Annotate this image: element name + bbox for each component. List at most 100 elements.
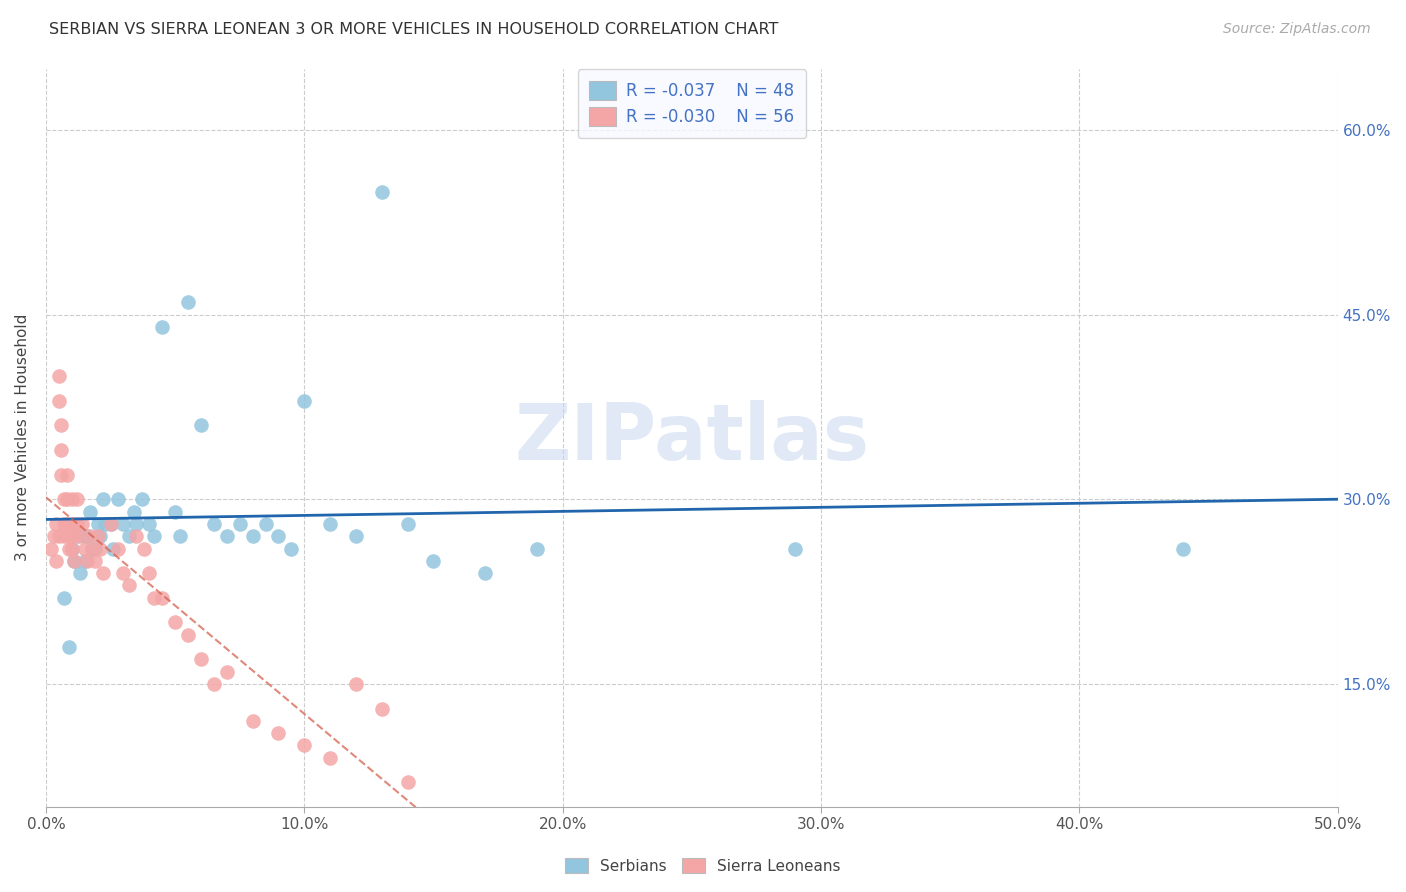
Legend: R = -0.037    N = 48, R = -0.030    N = 56: R = -0.037 N = 48, R = -0.030 N = 56 xyxy=(578,70,806,138)
Point xyxy=(125,529,148,543)
Point xyxy=(84,541,107,556)
Y-axis label: 3 or more Vehicles in Household: 3 or more Vehicles in Household xyxy=(15,314,30,561)
Point xyxy=(73,529,96,543)
Point xyxy=(48,369,70,384)
Point xyxy=(55,492,77,507)
Point xyxy=(112,516,135,531)
Point xyxy=(53,591,76,605)
Point xyxy=(107,541,129,556)
Point xyxy=(53,516,76,531)
Point xyxy=(371,185,394,199)
Point xyxy=(190,652,212,666)
Point xyxy=(422,554,444,568)
Point xyxy=(79,529,101,543)
Point xyxy=(785,541,807,556)
Point xyxy=(101,541,124,556)
Point xyxy=(66,492,89,507)
Point xyxy=(396,516,419,531)
Point xyxy=(51,467,73,482)
Point xyxy=(60,492,83,507)
Point xyxy=(94,516,117,531)
Point xyxy=(526,541,548,556)
Point xyxy=(76,529,98,543)
Point xyxy=(117,529,139,543)
Point xyxy=(202,516,225,531)
Point xyxy=(60,541,83,556)
Point xyxy=(48,529,70,543)
Point xyxy=(70,516,93,531)
Point xyxy=(89,541,111,556)
Point xyxy=(66,529,89,543)
Point xyxy=(1171,541,1194,556)
Point xyxy=(48,393,70,408)
Point xyxy=(131,492,153,507)
Point xyxy=(202,677,225,691)
Point xyxy=(60,541,83,556)
Point xyxy=(267,726,290,740)
Point xyxy=(344,677,367,691)
Point xyxy=(55,467,77,482)
Point xyxy=(73,541,96,556)
Point xyxy=(292,393,315,408)
Point xyxy=(143,529,166,543)
Point xyxy=(82,541,104,556)
Text: SERBIAN VS SIERRA LEONEAN 3 OR MORE VEHICLES IN HOUSEHOLD CORRELATION CHART: SERBIAN VS SIERRA LEONEAN 3 OR MORE VEHI… xyxy=(49,22,779,37)
Point xyxy=(215,529,238,543)
Point xyxy=(51,443,73,458)
Point xyxy=(228,516,250,531)
Point xyxy=(69,566,91,581)
Point xyxy=(177,628,200,642)
Point xyxy=(134,541,156,556)
Point xyxy=(79,505,101,519)
Point xyxy=(66,516,89,531)
Point xyxy=(63,529,86,543)
Point xyxy=(86,516,108,531)
Point xyxy=(292,739,315,753)
Point xyxy=(53,529,76,543)
Point xyxy=(39,541,62,556)
Point xyxy=(91,492,114,507)
Point xyxy=(84,554,107,568)
Point xyxy=(60,516,83,531)
Point xyxy=(86,529,108,543)
Point xyxy=(371,701,394,715)
Point xyxy=(319,516,342,531)
Point xyxy=(177,295,200,310)
Point xyxy=(58,541,80,556)
Point xyxy=(474,566,496,581)
Point xyxy=(91,566,114,581)
Point xyxy=(100,516,122,531)
Point xyxy=(73,554,96,568)
Point xyxy=(100,516,122,531)
Point xyxy=(150,591,173,605)
Point xyxy=(42,529,65,543)
Point xyxy=(169,529,191,543)
Point xyxy=(89,529,111,543)
Legend: Serbians, Sierra Leoneans: Serbians, Sierra Leoneans xyxy=(560,852,846,880)
Point xyxy=(125,516,148,531)
Point xyxy=(63,554,86,568)
Point xyxy=(58,529,80,543)
Point xyxy=(117,578,139,592)
Point xyxy=(55,516,77,531)
Point xyxy=(122,505,145,519)
Point xyxy=(138,516,160,531)
Point xyxy=(45,516,67,531)
Point xyxy=(107,492,129,507)
Point xyxy=(242,529,264,543)
Point xyxy=(82,541,104,556)
Point xyxy=(319,750,342,764)
Point xyxy=(165,505,187,519)
Point xyxy=(254,516,277,531)
Point xyxy=(150,320,173,334)
Point xyxy=(63,554,86,568)
Point xyxy=(242,714,264,728)
Point xyxy=(51,418,73,433)
Point xyxy=(165,615,187,630)
Point xyxy=(53,492,76,507)
Point xyxy=(69,529,91,543)
Point xyxy=(280,541,302,556)
Point xyxy=(58,640,80,654)
Point xyxy=(190,418,212,433)
Point xyxy=(215,665,238,679)
